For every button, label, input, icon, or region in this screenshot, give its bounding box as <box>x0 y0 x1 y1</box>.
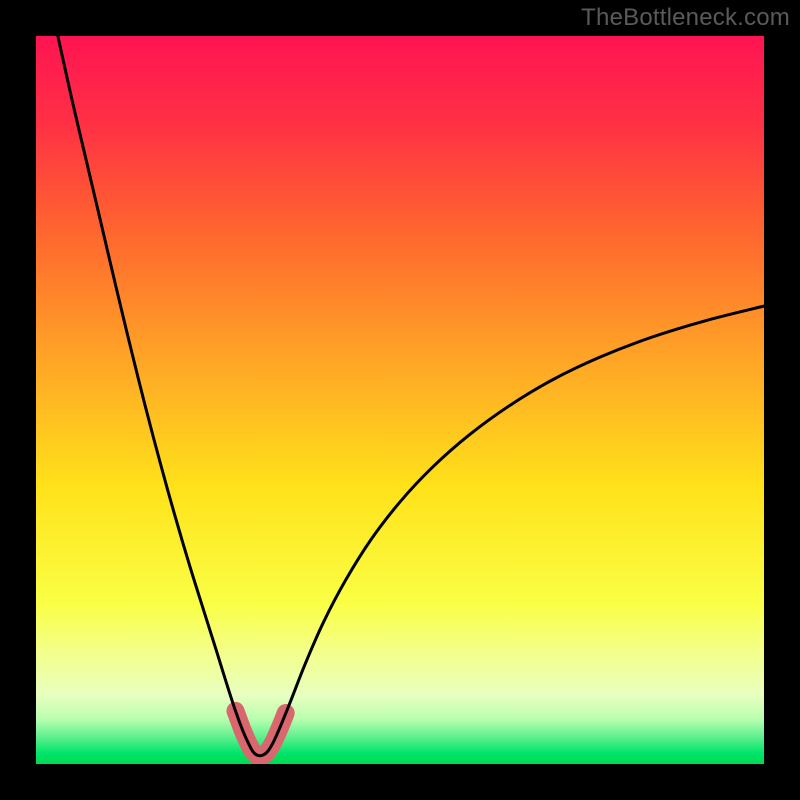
watermark-text: TheBottleneck.com <box>581 4 790 32</box>
bottleneck-curve-chart <box>0 0 800 800</box>
chart-container: TheBottleneck.com <box>0 0 800 800</box>
